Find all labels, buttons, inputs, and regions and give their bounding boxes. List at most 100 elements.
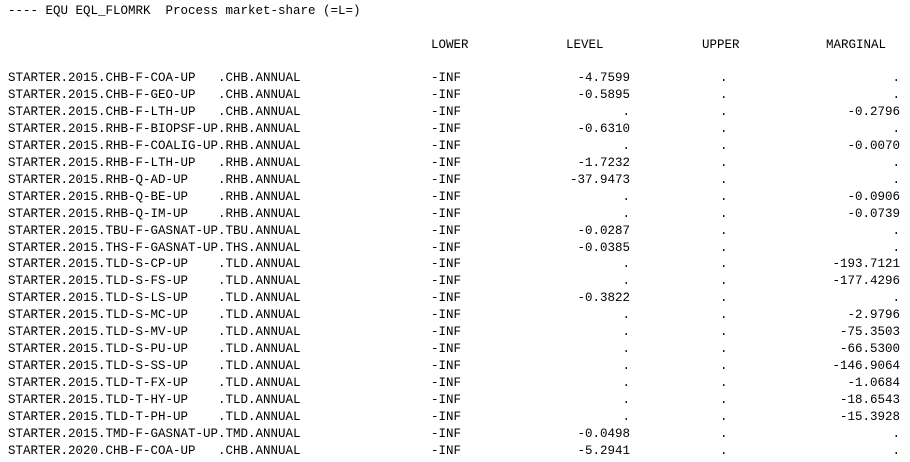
table-row: STARTER.2015.RHB-F-COALIG-UP.RHB.ANNUAL -… xyxy=(0,138,910,155)
row-lower: -INF xyxy=(431,376,462,391)
row-name: STARTER.2015.TLD-S-CP-UP .TLD.ANNUAL xyxy=(8,257,301,272)
row-marginal: -66.5300 xyxy=(839,342,900,357)
row-lower: -INF xyxy=(431,71,462,85)
row-upper: . xyxy=(720,138,728,153)
row-upper: . xyxy=(720,104,728,119)
table-row: STARTER.2015.TLD-S-FS-UP .TLD.ANNUAL -INF… xyxy=(0,273,910,290)
row-upper: . xyxy=(720,274,728,289)
row-name: STARTER.2015.CHB-F-COA-UP .CHB.ANNUAL xyxy=(8,71,301,85)
row-name: STARTER.2015.RHB-Q-AD-UP .RHB.ANNUAL xyxy=(8,172,301,187)
table-row: STARTER.2015.TLD-S-MV-UP .TLD.ANNUAL -INF… xyxy=(0,324,910,341)
row-marginal: . xyxy=(892,87,900,102)
row-marginal: -15.3928 xyxy=(839,410,900,424)
row-marginal: . xyxy=(892,240,900,255)
table-row: STARTER.2015.TMD-F-GASNAT-UP.TMD.ANNUAL -… xyxy=(0,426,910,443)
row-level: . xyxy=(622,257,630,272)
row-lower: -INF xyxy=(431,240,462,255)
row-level: -0.0287 xyxy=(577,223,630,238)
row-upper: . xyxy=(720,155,728,170)
row-level: -1.7232 xyxy=(577,155,630,170)
row-lower: -INF xyxy=(431,342,462,357)
row-lower: -INF xyxy=(431,223,462,238)
row-level: . xyxy=(622,359,630,374)
row-upper: . xyxy=(720,410,728,424)
row-marginal: -146.9064 xyxy=(832,359,900,374)
row-level: -0.6310 xyxy=(577,121,630,136)
row-marginal: . xyxy=(892,155,900,170)
table-row: STARTER.2015.TLD-T-PH-UP .TLD.ANNUAL -INF… xyxy=(0,409,910,426)
row-lower: -INF xyxy=(431,274,462,289)
row-marginal: -75.3503 xyxy=(839,325,900,340)
row-upper: . xyxy=(720,325,728,340)
row-level: . xyxy=(622,325,630,340)
row-marginal: -0.0906 xyxy=(847,189,900,204)
row-upper: . xyxy=(720,359,728,374)
row-lower: -INF xyxy=(431,325,462,340)
row-name: STARTER.2015.TLD-S-LS-UP .TLD.ANNUAL xyxy=(8,291,301,306)
table-row: STARTER.2015.THS-F-GASNAT-UP.THS.ANNUAL -… xyxy=(0,240,910,257)
table-row: STARTER.2015.CHB-F-COA-UP .CHB.ANNUAL -IN… xyxy=(0,70,910,87)
row-name: STARTER.2015.CHB-F-GEO-UP .CHB.ANNUAL xyxy=(8,87,301,102)
row-name: STARTER.2015.TLD-S-MV-UP .TLD.ANNUAL xyxy=(8,325,301,340)
row-level: -5.2941 xyxy=(577,443,630,458)
row-upper: . xyxy=(720,87,728,102)
header-marginal: MARGINAL xyxy=(826,38,887,52)
row-lower: -INF xyxy=(431,393,462,408)
table-row: STARTER.2015.RHB-Q-BE-UP .RHB.ANNUAL -INF… xyxy=(0,189,910,206)
row-upper: . xyxy=(720,223,728,238)
table-row: STARTER.2015.TLD-S-LS-UP .TLD.ANNUAL -INF… xyxy=(0,290,910,307)
row-lower: -INF xyxy=(431,172,462,187)
row-name: STARTER.2015.CHB-F-LTH-UP .CHB.ANNUAL xyxy=(8,104,301,119)
row-marginal: -1.0684 xyxy=(847,376,900,391)
row-marginal: -2.9796 xyxy=(847,308,900,323)
header-lower: LOWER xyxy=(431,38,469,52)
row-level: . xyxy=(622,342,630,357)
row-level: -37.9473 xyxy=(569,172,630,187)
equation-title: ---- EQU EQL_FLOMRK Process market-share… xyxy=(8,4,361,18)
row-lower: -INF xyxy=(431,426,462,441)
row-upper: . xyxy=(720,189,728,204)
row-lower: -INF xyxy=(431,257,462,272)
row-marginal: . xyxy=(892,223,900,238)
row-marginal: . xyxy=(892,172,900,187)
row-marginal: -193.7121 xyxy=(832,257,900,272)
row-lower: -INF xyxy=(431,359,462,374)
row-level: -0.0385 xyxy=(577,240,630,255)
row-level: . xyxy=(622,410,630,424)
row-name: STARTER.2015.RHB-F-LTH-UP .RHB.ANNUAL xyxy=(8,155,301,170)
row-level: . xyxy=(622,138,630,153)
row-name: STARTER.2015.RHB-Q-BE-UP .RHB.ANNUAL xyxy=(8,189,301,204)
row-level: -4.7599 xyxy=(577,71,630,85)
row-marginal: -0.0070 xyxy=(847,138,900,153)
row-level: . xyxy=(622,393,630,408)
row-marginal: -18.6543 xyxy=(839,393,900,408)
row-lower: -INF xyxy=(431,155,462,170)
row-upper: . xyxy=(720,308,728,323)
row-marginal: -0.0739 xyxy=(847,206,900,221)
row-level: -0.5895 xyxy=(577,87,630,102)
row-name: STARTER.2015.RHB-Q-IM-UP .RHB.ANNUAL xyxy=(8,206,301,221)
row-level: . xyxy=(622,274,630,289)
table-row: STARTER.2015.TLD-T-HY-UP .TLD.ANNUAL -INF… xyxy=(0,392,910,409)
row-name: STARTER.2020.CHB-F-COA-UP .CHB.ANNUAL xyxy=(8,443,301,458)
row-lower: -INF xyxy=(431,443,462,458)
table-row: STARTER.2015.RHB-F-LTH-UP .RHB.ANNUAL -IN… xyxy=(0,155,910,172)
row-level: -0.0498 xyxy=(577,426,630,441)
row-upper: . xyxy=(720,291,728,306)
row-lower: -INF xyxy=(431,138,462,153)
row-lower: -INF xyxy=(431,121,462,136)
table-row: STARTER.2015.TLD-T-FX-UP .TLD.ANNUAL -INF… xyxy=(0,375,910,392)
table-row: STARTER.2015.RHB-Q-AD-UP .RHB.ANNUAL -INF… xyxy=(0,172,910,189)
row-name: STARTER.2015.TMD-F-GASNAT-UP.TMD.ANNUAL xyxy=(8,426,301,441)
table-row: STARTER.2015.CHB-F-GEO-UP .CHB.ANNUAL -IN… xyxy=(0,87,910,104)
table-row: STARTER.2015.TLD-S-CP-UP .TLD.ANNUAL -INF… xyxy=(0,256,910,273)
row-upper: . xyxy=(720,240,728,255)
row-level: . xyxy=(622,104,630,119)
table-row: STARTER.2015.TLD-S-MC-UP .TLD.ANNUAL -INF… xyxy=(0,307,910,324)
row-upper: . xyxy=(720,121,728,136)
row-marginal: -177.4296 xyxy=(832,274,900,289)
table-row: STARTER.2015.TLD-S-SS-UP .TLD.ANNUAL -INF… xyxy=(0,358,910,375)
table-row: STARTER.2015.CHB-F-LTH-UP .CHB.ANNUAL -IN… xyxy=(0,104,910,121)
row-upper: . xyxy=(720,393,728,408)
table-row: STARTER.2020.CHB-F-COA-UP .CHB.ANNUAL -IN… xyxy=(0,443,910,460)
